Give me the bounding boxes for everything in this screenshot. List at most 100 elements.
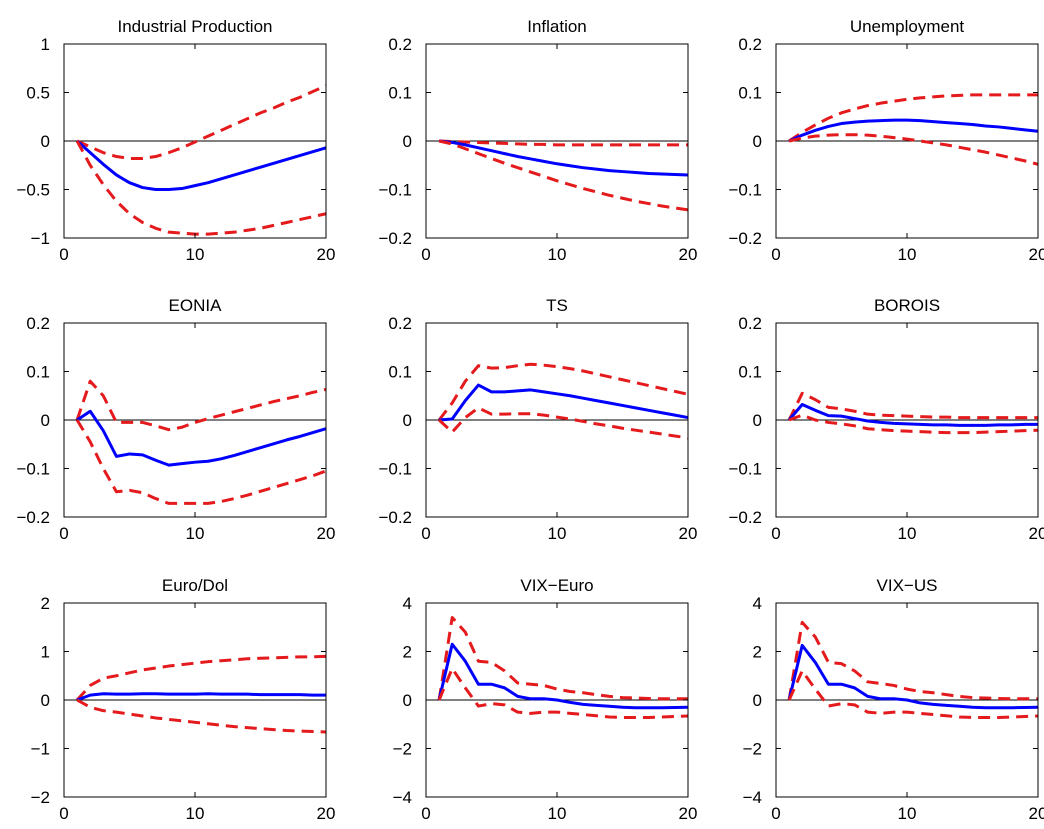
series-line-upper xyxy=(437,616,688,701)
x-tick-label: 0 xyxy=(421,245,430,264)
x-tick-label: 20 xyxy=(679,524,698,543)
x-tick-label: 20 xyxy=(317,804,336,823)
y-tick-label: 2 xyxy=(41,594,50,613)
y-tick-label: 0.1 xyxy=(738,84,762,103)
subplot-title: VIX−Euro xyxy=(520,576,593,595)
series-line-upper xyxy=(75,379,327,432)
y-tick-label: 0.2 xyxy=(388,314,412,333)
series-line-upper xyxy=(787,620,1038,701)
y-tick-label: 4 xyxy=(753,594,762,613)
x-tick-label: 0 xyxy=(59,524,68,543)
series-line-lower xyxy=(75,419,327,505)
y-tick-label: 0.2 xyxy=(388,35,412,54)
subplot-title: Inflation xyxy=(527,17,587,36)
y-tick-label: −2 xyxy=(31,788,50,807)
x-tick-label: 20 xyxy=(1029,524,1044,543)
subplot-5: TS −0.2 −0.1 0 0.1 0.2 0 10 20 xyxy=(378,296,697,543)
x-tick-label: 10 xyxy=(186,245,205,264)
y-tick-label: 0 xyxy=(753,411,762,430)
subplot-title: Industrial Production xyxy=(118,17,273,36)
subplot-title: Euro/Dol xyxy=(162,576,228,595)
subplot-9: VIX−US −4 −2 0 2 4 0 10 20 xyxy=(743,576,1044,823)
series-line-median xyxy=(438,383,689,422)
x-tick-label: 0 xyxy=(59,804,68,823)
series-line-lower xyxy=(788,413,1039,435)
x-tick-label: 10 xyxy=(186,524,205,543)
series-line-median xyxy=(787,643,1039,710)
series-line-median xyxy=(76,409,327,467)
series-line-upper xyxy=(788,93,1038,143)
series-line-median xyxy=(76,692,326,702)
y-tick-label: 0.2 xyxy=(26,314,50,333)
y-tick-label: −0.5 xyxy=(16,181,50,200)
x-tick-label: 0 xyxy=(771,245,780,264)
series-line-upper xyxy=(787,391,1038,421)
y-tick-label: −0.1 xyxy=(16,460,50,479)
series-line-lower xyxy=(787,669,1039,719)
x-tick-label: 10 xyxy=(898,245,917,264)
subplot-title: EONIA xyxy=(169,296,223,315)
x-tick-label: 20 xyxy=(1029,245,1044,264)
y-tick-label: 1 xyxy=(41,35,50,54)
series-line-lower xyxy=(438,139,689,212)
series-line-median xyxy=(437,642,689,710)
x-tick-label: 20 xyxy=(317,245,336,264)
y-tick-label: 0.2 xyxy=(738,314,762,333)
y-tick-label: 0.1 xyxy=(738,363,762,382)
series-line-median xyxy=(438,139,689,177)
subplot-title: TS xyxy=(546,296,568,315)
subplot-6: BOROIS −0.2 −0.1 0 0.1 0.2 0 10 20 xyxy=(728,296,1044,543)
subplot-title: Unemployment xyxy=(850,17,965,36)
y-tick-label: 4 xyxy=(403,594,412,613)
series-line-lower xyxy=(438,406,689,440)
series-line-median xyxy=(787,402,1038,427)
subplot-1: Industrial Production−1−0.500.510 10 20 xyxy=(16,17,335,264)
y-tick-label: 2 xyxy=(403,643,412,662)
y-tick-label: −1 xyxy=(31,229,50,248)
series-line-upper xyxy=(75,654,327,702)
y-tick-label: 0 xyxy=(403,691,412,710)
y-tick-label: −2 xyxy=(393,740,412,759)
x-tick-label: 10 xyxy=(186,804,205,823)
subplot-title: VIX−US xyxy=(877,576,938,595)
series-line-lower xyxy=(75,140,327,236)
y-tick-label: 0 xyxy=(403,411,412,430)
y-tick-label: −0.2 xyxy=(728,229,762,248)
x-tick-label: 20 xyxy=(679,804,698,823)
x-tick-label: 0 xyxy=(421,804,430,823)
x-tick-label: 0 xyxy=(421,524,430,543)
x-tick-label: 10 xyxy=(898,804,917,823)
x-tick-label: 20 xyxy=(317,524,336,543)
y-tick-label: −1 xyxy=(31,740,50,759)
y-tick-label: 0 xyxy=(41,691,50,710)
x-tick-label: 0 xyxy=(771,804,780,823)
series-line-median xyxy=(76,139,327,191)
x-tick-label: 10 xyxy=(548,245,567,264)
series-line-upper xyxy=(439,139,688,147)
y-tick-label: −0.2 xyxy=(16,508,50,527)
x-tick-label: 0 xyxy=(771,524,780,543)
x-tick-label: 0 xyxy=(59,245,68,264)
y-tick-label: 1 xyxy=(41,643,50,662)
x-tick-label: 10 xyxy=(548,804,567,823)
y-tick-label: 0.1 xyxy=(388,84,412,103)
y-tick-label: −0.1 xyxy=(728,460,762,479)
subplot-title: BOROIS xyxy=(874,296,940,315)
y-tick-label: −4 xyxy=(743,788,762,807)
y-tick-label: −0.2 xyxy=(378,229,412,248)
y-tick-label: 0 xyxy=(41,411,50,430)
series-line-upper xyxy=(76,84,327,160)
series-line-lower xyxy=(788,133,1039,166)
y-tick-label: 0 xyxy=(753,691,762,710)
y-tick-label: 0 xyxy=(753,132,762,151)
y-tick-label: −4 xyxy=(393,788,412,807)
y-tick-label: −0.1 xyxy=(378,181,412,200)
y-tick-label: 0.1 xyxy=(26,363,50,382)
series-line-median xyxy=(788,118,1039,143)
x-tick-label: 10 xyxy=(898,524,917,543)
y-tick-label: 0 xyxy=(403,132,412,151)
series-line-lower xyxy=(76,698,327,734)
y-tick-label: −0.1 xyxy=(378,460,412,479)
